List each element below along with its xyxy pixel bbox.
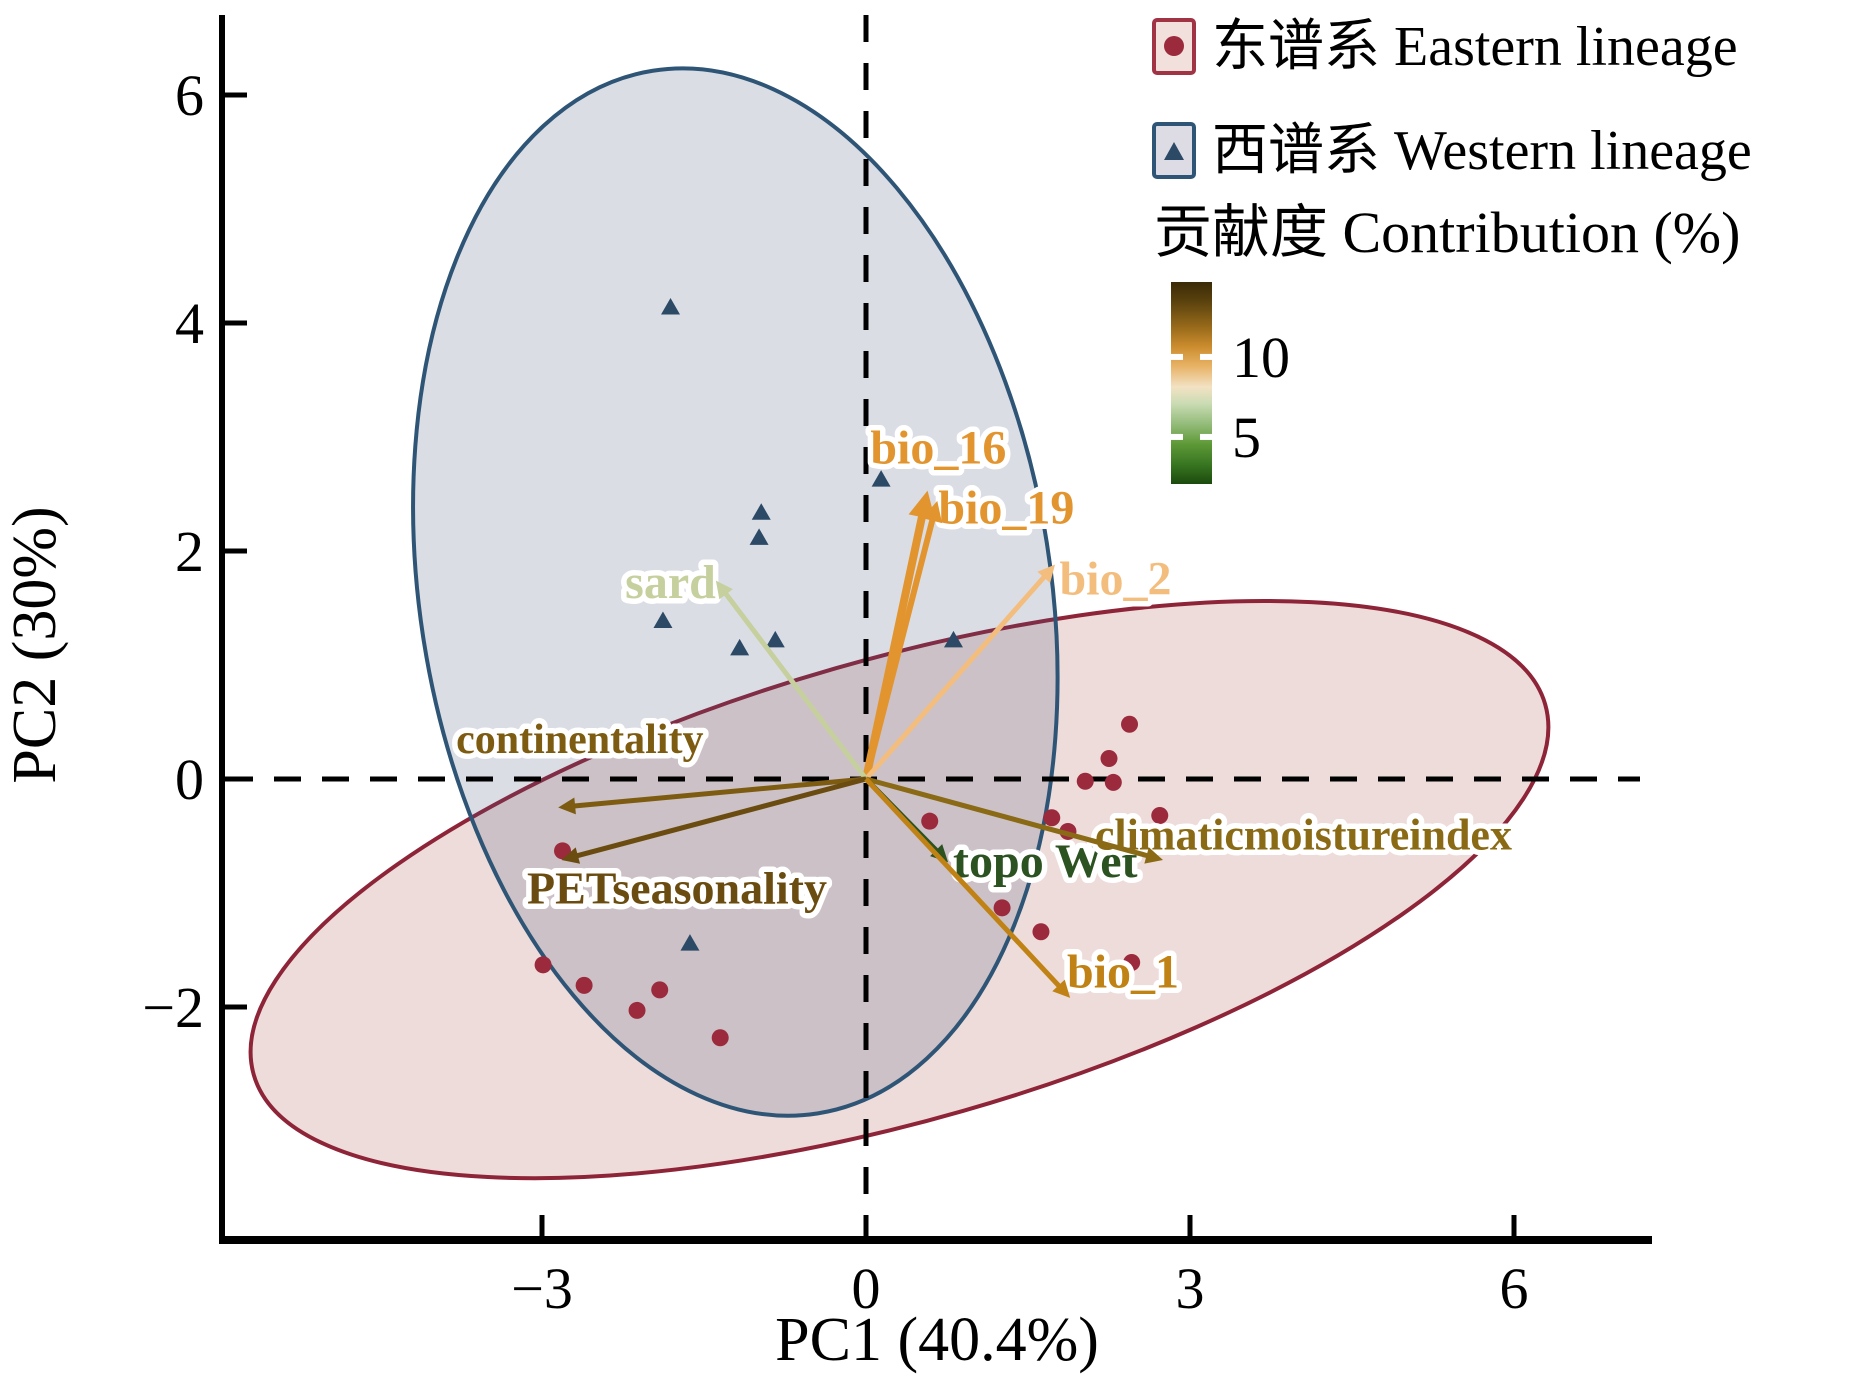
eastern-point (1032, 923, 1050, 941)
eastern-point (1100, 749, 1118, 767)
arrow-shaft (865, 776, 1149, 859)
arrow-shaft (723, 591, 868, 781)
loading-arrows (558, 490, 1163, 998)
arrow-shaft (864, 575, 1047, 781)
colorbar-title: 贡献度 Contribution (%) (1154, 200, 1740, 265)
arrow-head (1144, 847, 1163, 864)
loading-arrow-bio_2 (864, 564, 1055, 781)
eastern-point (1043, 809, 1061, 827)
colorbar-tick-right (1200, 433, 1212, 440)
x-tick-label: −3 (511, 1256, 573, 1321)
loading-arrow-climaticmoistureindex (865, 776, 1163, 864)
loading-label-climaticmoistureindex: climaticmoistureindex (1095, 811, 1512, 860)
eastern-point (1151, 806, 1169, 824)
western-point (730, 638, 750, 656)
loading-label-bio_19: bio_19 (938, 482, 1074, 535)
arrow-head (930, 844, 949, 863)
loading-arrow-sard (715, 580, 868, 781)
loading-label-PETseasonality: PETseasonality (527, 862, 827, 913)
arrow-shaft (576, 776, 867, 859)
colorbar-tick-left (1171, 353, 1183, 360)
colorbar-tick-left (1171, 433, 1183, 440)
legend-item-label: 东谱系 Eastern lineage (1212, 16, 1738, 78)
colorbar-tick-label: 5 (1232, 405, 1261, 470)
eastern-point (534, 956, 552, 974)
legend-item-label: 西谱系 Western lineage (1212, 120, 1752, 182)
colorbar-tick-label: 10 (1232, 325, 1290, 390)
arrow-shaft (863, 518, 936, 780)
loading-label-sard: sard (625, 556, 716, 609)
western-point (765, 630, 785, 648)
arrow-head (1037, 564, 1055, 584)
eastern-point (1076, 772, 1094, 790)
reference-lines (226, 15, 1640, 1237)
arrow-head (715, 580, 733, 600)
loading-label-bio_16: bio_16 (870, 421, 1006, 474)
y-tick-label: 0 (175, 747, 204, 812)
arrow-head (1052, 979, 1071, 998)
y-tick-label: 4 (175, 291, 204, 356)
loading-arrow-bio_19 (863, 500, 943, 780)
loading-arrow-PETseasonality (561, 776, 867, 864)
eastern-point (1121, 715, 1139, 733)
eastern-ellipse (248, 598, 1551, 1181)
eastern-point (554, 842, 572, 860)
loading-label-continentality: continentality (456, 717, 703, 763)
legend-triangle-marker (1164, 142, 1184, 160)
arrow-shaft (573, 776, 867, 809)
arrow-head (558, 797, 576, 815)
eastern-point (921, 812, 939, 830)
y-tick-label: 6 (175, 63, 204, 128)
western-point (751, 503, 771, 520)
x-tick-label: 3 (1176, 1256, 1205, 1321)
western-point (749, 528, 769, 545)
y-tick-label: 2 (175, 519, 204, 584)
arrow-head (922, 500, 943, 524)
x-axis-title: PC1 (40.4%) (775, 1306, 1099, 1374)
legend-circle-marker (1164, 36, 1184, 56)
western-point (653, 611, 673, 629)
legend: 东谱系 Eastern lineage 西谱系 Western lineage 贡献… (1152, 16, 1752, 484)
eastern-point (628, 1001, 646, 1019)
x-tick-label: 6 (1500, 1256, 1529, 1321)
y-axis-title: PC2 (30%) (1, 506, 69, 783)
colorbar-tick-right (1200, 353, 1212, 360)
loading-arrow-bio_1 (864, 777, 1071, 998)
data-points (534, 298, 1169, 1047)
eastern-point (993, 899, 1011, 917)
y-tick-label: −2 (142, 975, 204, 1040)
western-point (943, 630, 963, 648)
x-tick-label: 0 (852, 1256, 881, 1321)
western-point (680, 934, 700, 951)
loading-label-bio_2: bio_2 (1059, 552, 1171, 605)
western-point (871, 470, 891, 487)
arrow-shaft (864, 777, 1062, 988)
loading-arrow-continentality (558, 776, 867, 815)
eastern-point (575, 976, 593, 994)
eastern-point (711, 1029, 729, 1047)
eastern-point (1104, 773, 1122, 791)
eastern-point (1123, 954, 1141, 972)
contribution-colorbar (1171, 282, 1212, 484)
arrow-head (561, 847, 581, 864)
axes: −3 0 3 6 6 4 2 0 −2 (142, 15, 1652, 1321)
loading-labels: bio_16 bio_19 bio_2 sard continentality PETse… (451, 416, 1518, 1004)
loading-label-bio_1: bio_1 (1067, 946, 1179, 999)
eastern-point (651, 981, 669, 999)
western-point (661, 298, 681, 315)
